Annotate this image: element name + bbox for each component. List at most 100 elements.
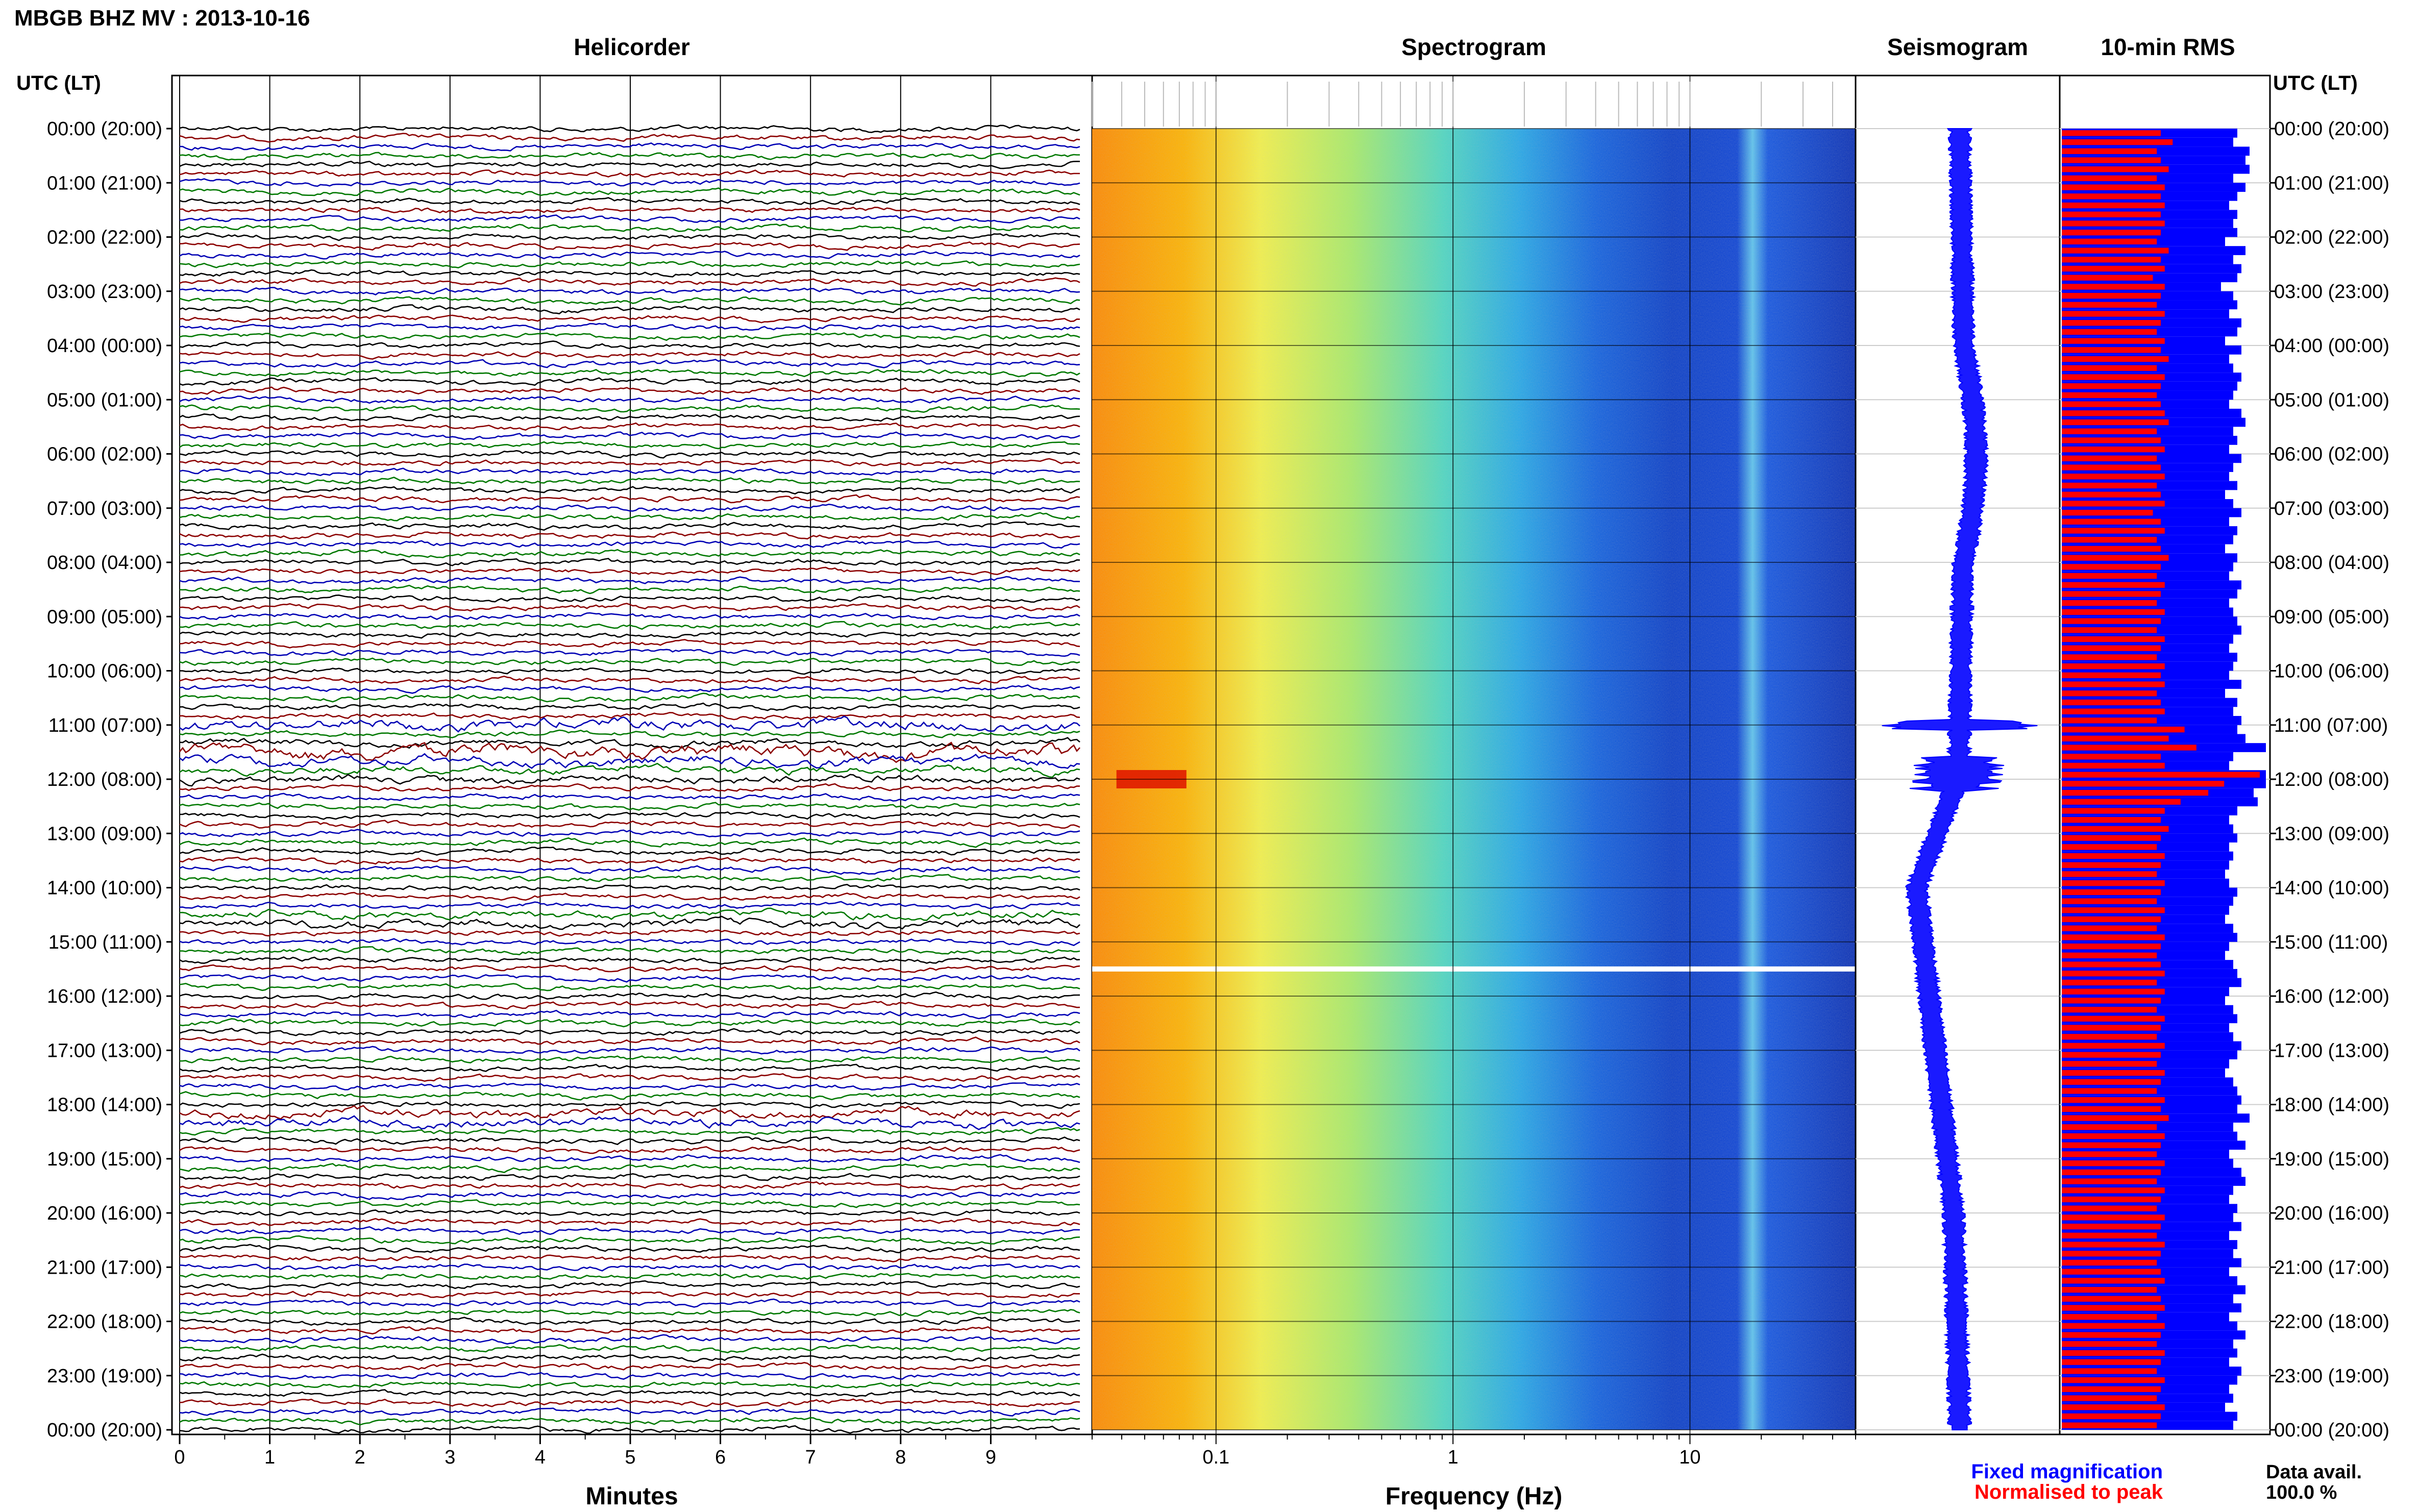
time-label: 04:00 (00:00) (47, 335, 162, 357)
rms-bar-normalised (2062, 546, 2161, 552)
helicorder-trace (179, 1073, 1080, 1082)
rms-bar-normalised (2062, 998, 2161, 1004)
helicorder-trace (179, 197, 1080, 205)
rms-bar-normalised (2062, 835, 2161, 841)
rms-bar-normalised (2062, 1124, 2157, 1130)
rms-bar-normalised (2062, 1052, 2161, 1058)
helicorder-trace (179, 160, 1080, 169)
rms-bar-normalised (2062, 1259, 2157, 1266)
helicorder-trace (179, 124, 1080, 133)
time-label: 10:00 (06:00) (47, 661, 162, 682)
rms-bar-normalised (2062, 1106, 2161, 1112)
time-label: 06:00 (02:00) (2274, 444, 2389, 465)
helicorder-trace (179, 783, 1080, 792)
rms-bar-normalised (2062, 401, 2161, 407)
frequency-tick-label: 10 (1679, 1447, 1700, 1468)
helicorder-trace (179, 884, 1080, 891)
helicorder-panel (171, 75, 1093, 1435)
helicorder-trace (179, 503, 1080, 512)
time-label: 07:00 (03:00) (47, 498, 162, 519)
seismogram-panel (1855, 75, 2061, 1435)
helicorder-trace (179, 359, 1080, 368)
helicorder-trace (179, 1389, 1080, 1397)
rms-bar-normalised (2062, 708, 2165, 714)
rms-bar-normalised (2062, 528, 2165, 534)
helicorder-trace (179, 621, 1080, 630)
helicorder-trace (179, 1235, 1080, 1245)
rms-bar-normalised (2062, 202, 2165, 209)
helicorder-trace (179, 792, 1080, 802)
helicorder-trace (179, 1425, 1080, 1434)
helicorder-trace (179, 431, 1080, 440)
rms-bar-normalised (2062, 889, 2161, 896)
helicorder-trace (179, 576, 1080, 584)
time-label: 21:00 (17:00) (47, 1257, 162, 1278)
minute-tick-label: 8 (895, 1447, 906, 1468)
helicorder-trace (179, 241, 1080, 251)
rms-bar-normalised (2062, 1296, 2161, 1302)
rms-bar-normalised (2062, 257, 2161, 263)
helicorder-trace (179, 684, 1080, 694)
rms-bar-normalised (2062, 772, 2260, 778)
rms-bar-normalised (2062, 518, 2161, 525)
frequency-tick-label: 0.1 (1202, 1447, 1229, 1468)
helicorder-trace (179, 494, 1080, 504)
rms-bar-normalised (2062, 726, 2185, 733)
helicorder-trace (179, 1018, 1080, 1028)
time-label: 06:00 (02:00) (47, 444, 162, 465)
minutes-axis: 0 1 2 3 4 5 6 7 8 9 (174, 1434, 1036, 1468)
rms-bar-normalised (2062, 745, 2196, 751)
helicorder-trace (179, 566, 1080, 576)
rms-bar-normalised (2062, 1269, 2161, 1275)
rms-bar-normalised (2062, 1278, 2165, 1284)
rms-bar-normalised (2062, 175, 2157, 182)
helicorder-trace (179, 837, 1080, 848)
rms-bar-normalised (2062, 302, 2157, 308)
rms-bar-normalised (2062, 437, 2161, 443)
time-label: 14:00 (10:00) (2274, 878, 2389, 899)
helicorder-trace (179, 675, 1080, 684)
rms-bar-normalised (2062, 1015, 2165, 1022)
helicorder-trace (179, 304, 1080, 315)
rms-bar-normalised (2062, 1160, 2165, 1167)
helicorder-trace (179, 287, 1080, 295)
rms-bar-normalised (2062, 808, 2165, 814)
data-avail-value: 100.0 % (2266, 1482, 2337, 1503)
rms-bar-normalised (2062, 1133, 2165, 1139)
helicorder-trace (179, 1407, 1080, 1417)
helicorder-trace (179, 1181, 1080, 1191)
time-label: 13:00 (09:00) (47, 823, 162, 845)
helicorder-trace (179, 829, 1080, 837)
helicorder-trace (179, 982, 1080, 992)
rms-bar-normalised (2062, 1395, 2157, 1401)
time-label: 18:00 (14:00) (47, 1095, 162, 1116)
helicorder-trace (179, 1226, 1080, 1235)
rms-bar-normalised (2062, 871, 2157, 877)
helicorder-trace (179, 692, 1080, 703)
rms-bar-normalised (2062, 356, 2169, 362)
rms-bar-normalised (2062, 988, 2165, 995)
rms-bar-normalised (2062, 627, 2157, 633)
helicorder-trace (179, 178, 1080, 187)
rms-bar-normalised (2062, 817, 2161, 823)
rms-bar-normalised (2062, 934, 2165, 940)
rms-bar-normalised (2062, 582, 2165, 588)
helicorder-trace (179, 1154, 1080, 1163)
helicorder-trace (179, 486, 1080, 495)
time-label: 07:00 (03:00) (2274, 498, 2389, 519)
rms-bar-normalised (2062, 464, 2161, 470)
helicorder-trace (179, 1009, 1080, 1020)
rms-bar-normalised (2062, 211, 2161, 217)
helicorder-title: Helicorder (574, 34, 690, 60)
helicorder-trace (179, 847, 1080, 856)
helicorder-trace (179, 296, 1080, 306)
time-label: 17:00 (13:00) (2274, 1040, 2389, 1061)
rms-bar-normalised (2062, 799, 2181, 805)
rms-bar-normalised (2062, 220, 2165, 227)
rms-bar-normalised (2062, 130, 2161, 136)
minute-tick-label: 3 (445, 1447, 455, 1468)
minute-tick-label: 6 (715, 1447, 726, 1468)
rms-bar-normalised (2062, 1350, 2165, 1356)
helicorder-trace (179, 1317, 1080, 1326)
helicorder-trace (179, 1036, 1080, 1046)
